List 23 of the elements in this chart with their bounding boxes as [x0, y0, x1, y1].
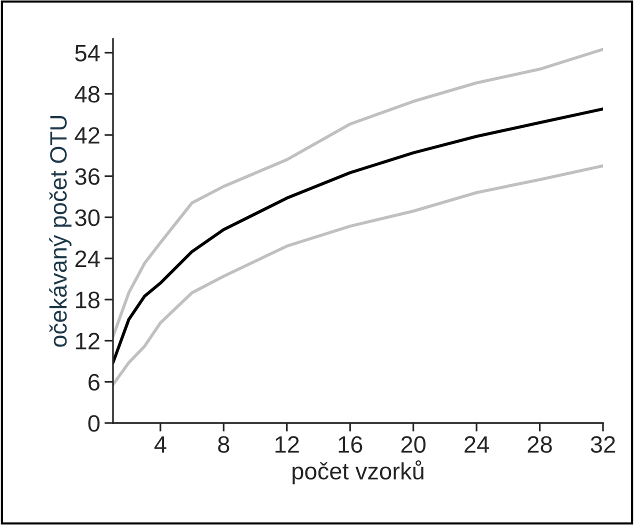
x-tick-label: 24	[464, 436, 489, 453]
y-tick-label: 36	[75, 168, 100, 185]
x-tick-label: 32	[590, 436, 615, 453]
x-tick-label: 28	[528, 436, 552, 453]
y-axis-title: očekávaný počet OTU	[49, 116, 72, 347]
y-tick-label: 12	[76, 332, 100, 350]
y-tick-label: 42	[74, 127, 100, 144]
y-tick-label: 0	[88, 415, 100, 432]
y-tick-label: 6	[88, 374, 100, 391]
y-tick-label: 48	[74, 86, 100, 103]
y-tick-label: 30	[75, 209, 100, 226]
y-tick-label: 54	[75, 45, 100, 62]
line-series	[113, 48, 603, 338]
line-series	[113, 107, 603, 364]
y-tick-label: 24	[75, 250, 100, 267]
y-tick-label: 18	[76, 292, 100, 308]
x-tick-label: 8	[218, 436, 230, 453]
x-tick-label: 12	[276, 436, 299, 453]
x-tick-label: 20	[401, 436, 426, 453]
line-series	[113, 164, 603, 386]
x-tick-label: 16	[338, 436, 362, 453]
x-axis-title: počet vzorků	[292, 460, 424, 484]
x-tick-label: 4	[154, 436, 166, 453]
